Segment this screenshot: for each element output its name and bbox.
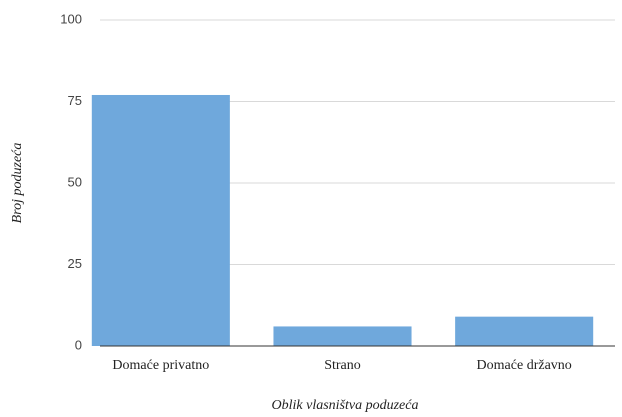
- x-tick-label: Domaće državno: [477, 358, 572, 373]
- x-tick-label: Domaće privatno: [112, 358, 209, 373]
- x-tick-label: Strano: [324, 358, 361, 373]
- y-tick-label: 50: [68, 174, 82, 189]
- bar: [91, 94, 230, 346]
- y-tick-label: 75: [68, 93, 82, 108]
- bar: [455, 316, 594, 346]
- y-tick-label: 25: [68, 256, 82, 271]
- y-tick-label: 0: [75, 337, 82, 352]
- bar: [273, 326, 412, 346]
- x-axis-label: Oblik vlasništva poduzeća: [272, 398, 419, 413]
- y-axis-label: Broj poduzeća: [10, 143, 25, 224]
- y-tick-label: 100: [60, 11, 82, 26]
